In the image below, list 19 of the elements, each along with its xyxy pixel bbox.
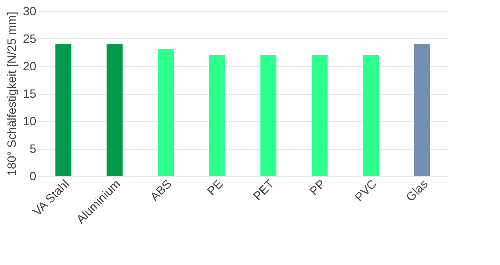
y-tick-label: 25 bbox=[23, 32, 37, 46]
y-tick-label: 0 bbox=[30, 170, 37, 184]
y-tick-label: 10 bbox=[23, 114, 37, 128]
bar bbox=[158, 50, 174, 176]
bar bbox=[260, 55, 277, 176]
bar bbox=[209, 55, 226, 176]
y-tick-label: 20 bbox=[23, 60, 37, 74]
x-tick-label: Glas bbox=[404, 177, 431, 204]
y-tick-label: 5 bbox=[30, 142, 37, 156]
x-tick-label: PP bbox=[307, 177, 328, 198]
x-tick-label: PE bbox=[204, 177, 226, 198]
bar bbox=[363, 55, 380, 176]
bar bbox=[312, 55, 328, 176]
bar bbox=[56, 44, 72, 176]
y-axis-title: 180° Schälfestigkeit [N/25 mm] bbox=[5, 12, 20, 176]
y-tick-label: 15 bbox=[23, 87, 37, 101]
bar bbox=[414, 44, 430, 176]
y-tick-label: 30 bbox=[23, 4, 37, 18]
bar bbox=[106, 44, 123, 176]
